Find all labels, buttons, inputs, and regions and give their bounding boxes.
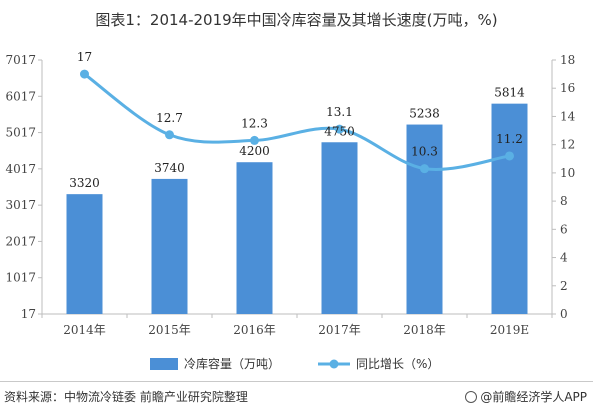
bar-value-label: 4200 (239, 144, 270, 158)
line-point (165, 130, 174, 140)
line-value-label: 12.7 (156, 111, 183, 125)
bar (236, 162, 273, 314)
y-right-tick-label: 14 (560, 109, 576, 123)
y-left-tick-label: 2017 (5, 234, 36, 248)
y-left-tick-label: 17 (21, 307, 36, 321)
x-tick-label: 2018年 (403, 323, 446, 337)
data-labels: 3320 3740 4200 4750 5238 5814 17 12.7 12.3 13.1 10… (69, 50, 525, 190)
bar (151, 178, 188, 314)
y-left-tick-label: 5017 (5, 126, 36, 140)
bar-value-label: 5238 (409, 107, 440, 121)
y-right-tick-label: 4 (560, 251, 568, 265)
credit-text: @前瞻经济学人APP (480, 390, 587, 404)
legend-bar-swatch (150, 358, 178, 370)
x-tick-label: 2015年 (148, 323, 191, 337)
y-right-tick-label: 16 (560, 81, 575, 95)
legend: 冷库容量（万吨） 同比增长（%） (150, 356, 439, 371)
source-note: 资料来源：中物流冷链委 前瞻产业研究院整理 (4, 390, 248, 404)
line-value-label: 10.3 (411, 145, 438, 159)
line-point (505, 151, 514, 161)
brand-logo-icon (465, 391, 478, 403)
line-point (420, 164, 429, 174)
y-right-tick-label: 2 (560, 279, 568, 293)
line-point (80, 69, 89, 79)
line-point (335, 124, 344, 134)
line-value-label: 17 (77, 50, 92, 64)
bar (321, 142, 358, 314)
axes: 17 1017 2017 3017 4017 5017 6017 7017 0 2 4 6 8 10 12 1… (5, 53, 575, 337)
bar (491, 103, 528, 315)
y-left-tick-label: 1017 (5, 271, 36, 285)
x-tick-label: 2019E (490, 323, 529, 337)
bar-value-label: 3320 (69, 176, 100, 190)
footer-divider (0, 381, 593, 382)
line-value-label: 13.1 (326, 105, 353, 119)
bar (406, 124, 443, 315)
y-right-tick-label: 10 (560, 166, 575, 180)
bar-series (66, 103, 528, 315)
bar-value-label: 4750 (324, 124, 355, 138)
line-value-label: 11.2 (496, 132, 523, 146)
y-right-tick-label: 8 (560, 194, 568, 208)
bar-value-label: 5814 (494, 86, 525, 100)
legend-bar-label: 冷库容量（万吨） (184, 356, 280, 371)
y-right-tick-label: 12 (560, 138, 575, 152)
y-left-tick-label: 3017 (5, 198, 36, 212)
chart-title: 图表1：2014-2019年中国冷库容量及其增长速度(万吨，%) (95, 11, 498, 29)
line-series (80, 69, 514, 174)
y-right-tick-label: 0 (560, 307, 568, 321)
credit-note: @前瞻经济学人APP (465, 388, 587, 405)
line-value-label: 12.3 (241, 116, 268, 130)
x-tick-label: 2016年 (233, 323, 276, 337)
y-left-tick-label: 4017 (5, 162, 36, 176)
x-tick-label: 2017年 (318, 323, 361, 337)
y-left-tick-label: 7017 (5, 53, 36, 67)
legend-line-label: 同比增长（%） (356, 357, 439, 371)
x-tick-label: 2014年 (63, 323, 106, 337)
legend-line-marker (329, 359, 339, 369)
y-right-tick-label: 18 (560, 53, 575, 67)
bar (66, 194, 103, 314)
y-left-tick-label: 6017 (5, 89, 36, 103)
growth-line (83, 72, 510, 171)
bar-value-label: 3740 (154, 161, 185, 175)
y-right-tick-label: 6 (560, 222, 568, 236)
line-point (250, 135, 259, 145)
